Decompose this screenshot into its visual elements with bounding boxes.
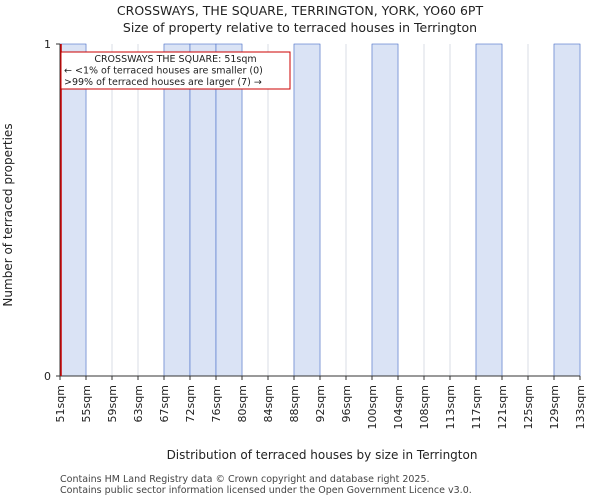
x-tick-label: 133sqm — [574, 385, 587, 429]
x-tick-label: 108sqm — [418, 385, 431, 429]
bar — [475, 43, 503, 377]
bar — [215, 43, 243, 377]
annotation-line: >99% of terraced houses are larger (7) → — [64, 77, 262, 88]
annotation-line: ← <1% of terraced houses are smaller (0) — [64, 66, 263, 77]
x-tick-label: 121sqm — [496, 385, 509, 429]
bar — [59, 43, 87, 377]
x-tick-label: 104sqm — [392, 385, 405, 429]
x-tick-label: 63sqm — [132, 385, 145, 422]
x-tick-label: 117sqm — [470, 385, 483, 429]
bar — [163, 43, 191, 377]
x-tick-label: 67sqm — [158, 385, 171, 422]
x-tick-label: 80sqm — [236, 385, 249, 422]
y-axis-label: Number of terraced properties — [1, 123, 15, 306]
bar — [371, 43, 399, 377]
y-tick-label: 1 — [44, 38, 51, 51]
x-tick-label: 55sqm — [80, 385, 93, 422]
annotation-line: CROSSWAYS THE SQUARE: 51sqm — [94, 54, 256, 65]
y-tick-label: 0 — [44, 370, 51, 383]
x-tick-label: 113sqm — [444, 385, 457, 429]
x-tick-label: 84sqm — [262, 385, 275, 422]
x-tick-label: 59sqm — [106, 385, 119, 422]
x-tick-label: 72sqm — [184, 385, 197, 422]
x-tick-label: 125sqm — [522, 385, 535, 429]
x-tick-label: 76sqm — [210, 385, 223, 422]
x-axis-label: Distribution of terraced houses by size … — [167, 448, 478, 462]
plot-area: 0 1 51sqm 55sqm 59sqm 63sqm 67sqm 72sqm 76sqm 80s… — [44, 38, 587, 429]
x-tick-label: 88sqm — [288, 385, 301, 422]
x-tick-label: 96sqm — [340, 385, 353, 422]
x-tick-label: 100sqm — [366, 385, 379, 429]
x-tick-label: 129sqm — [548, 385, 561, 429]
x-tick-label: 51sqm — [54, 385, 67, 422]
bar — [293, 43, 321, 377]
x-tick-label: 92sqm — [314, 385, 327, 422]
bar — [553, 43, 581, 377]
footer-copyright: Contains HM Land Registry data © Crown c… — [60, 474, 430, 485]
annotation-box — [60, 51, 291, 90]
footer-licence: Contains public sector information licen… — [60, 485, 472, 496]
chart-subtitle: Size of property relative to terraced ho… — [123, 20, 477, 35]
bar — [189, 43, 217, 377]
chart-title: CROSSWAYS, THE SQUARE, TERRINGTON, YORK,… — [117, 3, 484, 18]
